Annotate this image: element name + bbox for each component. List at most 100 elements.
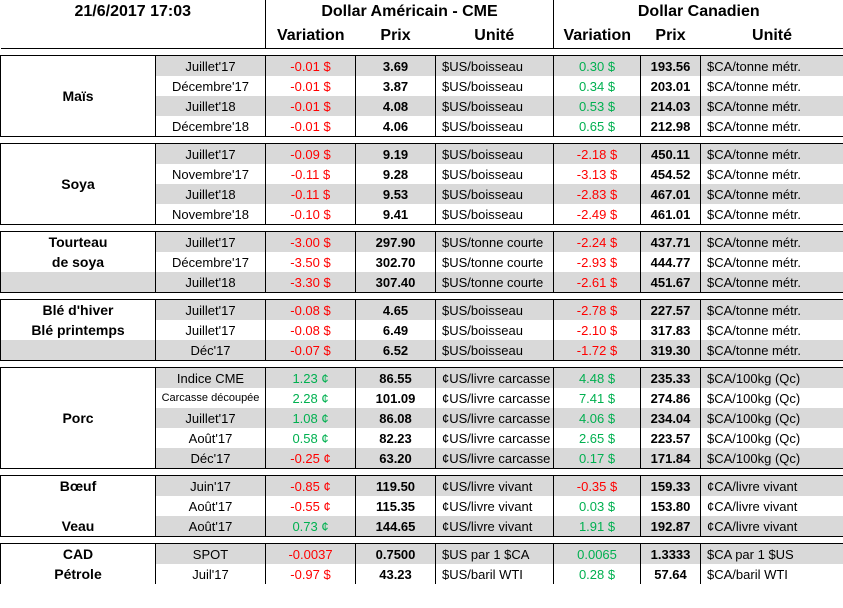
variation-usd: -0.0037 (265, 543, 357, 564)
price-cad: 461.01 (640, 204, 702, 225)
unit-usd: $US/tonne courte (435, 252, 555, 272)
variation-usd: -0.07 $ (265, 340, 357, 361)
variation-usd: -0.55 ¢ (265, 496, 357, 516)
contract: Juil'17 (154, 564, 267, 584)
timestamp: 21/6/2017 17:03 (74, 3, 192, 20)
variation-cad: -2.24 $ (553, 231, 642, 252)
product-label-empty (0, 340, 156, 361)
contract: Août'17 (154, 428, 267, 448)
price-usd: 119.50 (355, 475, 437, 496)
contract: Décembre'18 (154, 116, 267, 137)
price-usd: 6.52 (355, 340, 437, 361)
data-row: CAD SPOT -0.0037 0.7500 $US par 1 $CA 0.0065 1… (0, 543, 843, 564)
product-label: Pétrole (0, 564, 156, 584)
variation-cad: 4.48 $ (553, 367, 642, 388)
unit-usd: $US/boisseau (435, 320, 555, 340)
price-cad: 57.64 (640, 564, 702, 584)
price-cad: 214.03 (640, 96, 702, 116)
data-row: Juillet'18 -3.30 $307.40 $US/tonne courte -… (0, 272, 843, 293)
product-label: Maïs (0, 55, 156, 137)
column-header-row: Variation Prix Unité Variation Prix Unit… (0, 24, 843, 49)
variation-cad: -2.10 $ (553, 320, 642, 340)
blank-header (0, 24, 266, 49)
price-usd: 86.55 (355, 367, 437, 388)
variation-cad: -2.61 $ (553, 272, 642, 293)
unit-usd: ¢US/livre carcasse (435, 448, 555, 469)
contract: Décembre'17 (154, 76, 267, 96)
price-usd: 9.19 (355, 143, 437, 164)
contract: Déc'17 (154, 340, 267, 361)
unit-cad: $CA/tonne métr. (700, 55, 843, 76)
price-table: 21/6/2017 17:03 Dollar Américain - CME D… (0, 0, 843, 584)
contract: Indice CME (154, 367, 267, 388)
column-header: Unité (435, 24, 554, 49)
contract: Novembre'18 (154, 204, 267, 225)
variation-usd: 1.08 ¢ (265, 408, 357, 428)
price-usd: 302.70 (355, 252, 437, 272)
data-row: Novembre'18 -0.10 $9.41 $US/boisseau -2.49 … (1, 204, 843, 225)
price-usd: 101.09 (355, 388, 437, 408)
data-row: Bœuf Juin'17 -0.85 ¢ 119.50 ¢US/livre vivant… (0, 475, 843, 496)
separator (0, 48, 843, 56)
price-usd: 9.53 (355, 184, 437, 204)
unit-usd: $US/boisseau (435, 204, 555, 225)
price-usd: 4.08 (355, 96, 437, 116)
data-row: Carcasse découpée 2.28 ¢ 101.09 ¢US/livre c… (1, 388, 843, 408)
price-usd: 144.65 (355, 516, 437, 537)
unit-cad: $CA/tonne métr. (700, 164, 843, 184)
data-row: Soya Juillet'17 -0.09 $9.19 $US/boisseau -2.… (0, 143, 843, 225)
separator (0, 360, 843, 368)
unit-usd: $US/boisseau (435, 76, 555, 96)
contract: Carcasse découpée (154, 388, 267, 408)
unit-cad: ¢CA/livre vivant (700, 475, 843, 496)
variation-cad: -1.72 $ (553, 340, 642, 361)
price-usd: 3.69 (355, 55, 437, 76)
data-row: Déc'17 -0.07 $6.52 $US/boisseau -1.72 $319.… (0, 340, 843, 361)
variation-usd: 0.73 ¢ (265, 516, 357, 537)
price-cad: 159.33 (640, 475, 702, 496)
variation-usd: -0.25 ¢ (265, 448, 357, 469)
price-usd: 297.90 (355, 231, 437, 252)
data-row: Août'17 -0.55 ¢ 115.35 ¢US/livre vivant 0.03… (0, 496, 843, 516)
unit-usd: $US/baril WTI (435, 564, 555, 584)
price-cad: 467.01 (640, 184, 702, 204)
section-title: Dollar Canadien (553, 0, 843, 24)
separator-row (0, 224, 843, 232)
unit-cad: $CA/tonne métr. (700, 320, 843, 340)
column-header: Prix (355, 24, 436, 49)
variation-usd: -0.85 ¢ (265, 475, 357, 496)
price-usd: 82.23 (355, 428, 437, 448)
data-row: Juillet'18 -0.01 $4.08 $US/boisseau 0.53 $2… (1, 96, 843, 116)
data-row: Blé printemps Juillet'17 -0.08 $6.49 $US/bo… (0, 320, 843, 340)
variation-usd: -0.08 $ (265, 320, 357, 340)
contract: Décembre'17 (154, 252, 267, 272)
variation-usd: -0.01 $ (265, 116, 357, 137)
variation-cad: 0.65 $ (553, 116, 642, 137)
price-cad: 444.77 (640, 252, 702, 272)
column-header: Variation (553, 24, 641, 49)
unit-usd: $US/boisseau (435, 96, 555, 116)
variation-usd: 2.28 ¢ (265, 388, 357, 408)
price-cad: 450.11 (640, 143, 702, 164)
separator-row (0, 136, 843, 144)
data-row: Déc'17 -0.25 ¢ 63.20 ¢US/livre carcasse 0.17… (1, 448, 843, 469)
price-usd: 4.65 (355, 299, 437, 320)
price-usd: 0.7500 (355, 543, 437, 564)
variation-usd: -0.11 $ (265, 164, 357, 184)
separator (0, 136, 843, 144)
variation-usd: -0.01 $ (265, 76, 357, 96)
price-usd: 86.08 (355, 408, 437, 428)
unit-cad: ¢CA/livre vivant (700, 516, 843, 537)
unit-usd: $US/boisseau (435, 299, 555, 320)
column-header: Unité (700, 24, 843, 49)
contract: Juillet'18 (154, 184, 267, 204)
variation-cad: 0.30 $ (553, 55, 642, 76)
unit-usd: ¢US/livre vivant (435, 516, 555, 537)
unit-cad: $CA/tonne métr. (700, 96, 843, 116)
data-row: Blé d'hiver Juillet'17 -0.08 $4.65 $US/bois… (0, 299, 843, 320)
variation-cad: -2.83 $ (553, 184, 642, 204)
unit-usd: $US par 1 $CA (435, 543, 555, 564)
variation-cad: 0.0065 (553, 543, 642, 564)
separator (0, 536, 843, 544)
unit-cad: $CA/tonne métr. (700, 204, 843, 225)
